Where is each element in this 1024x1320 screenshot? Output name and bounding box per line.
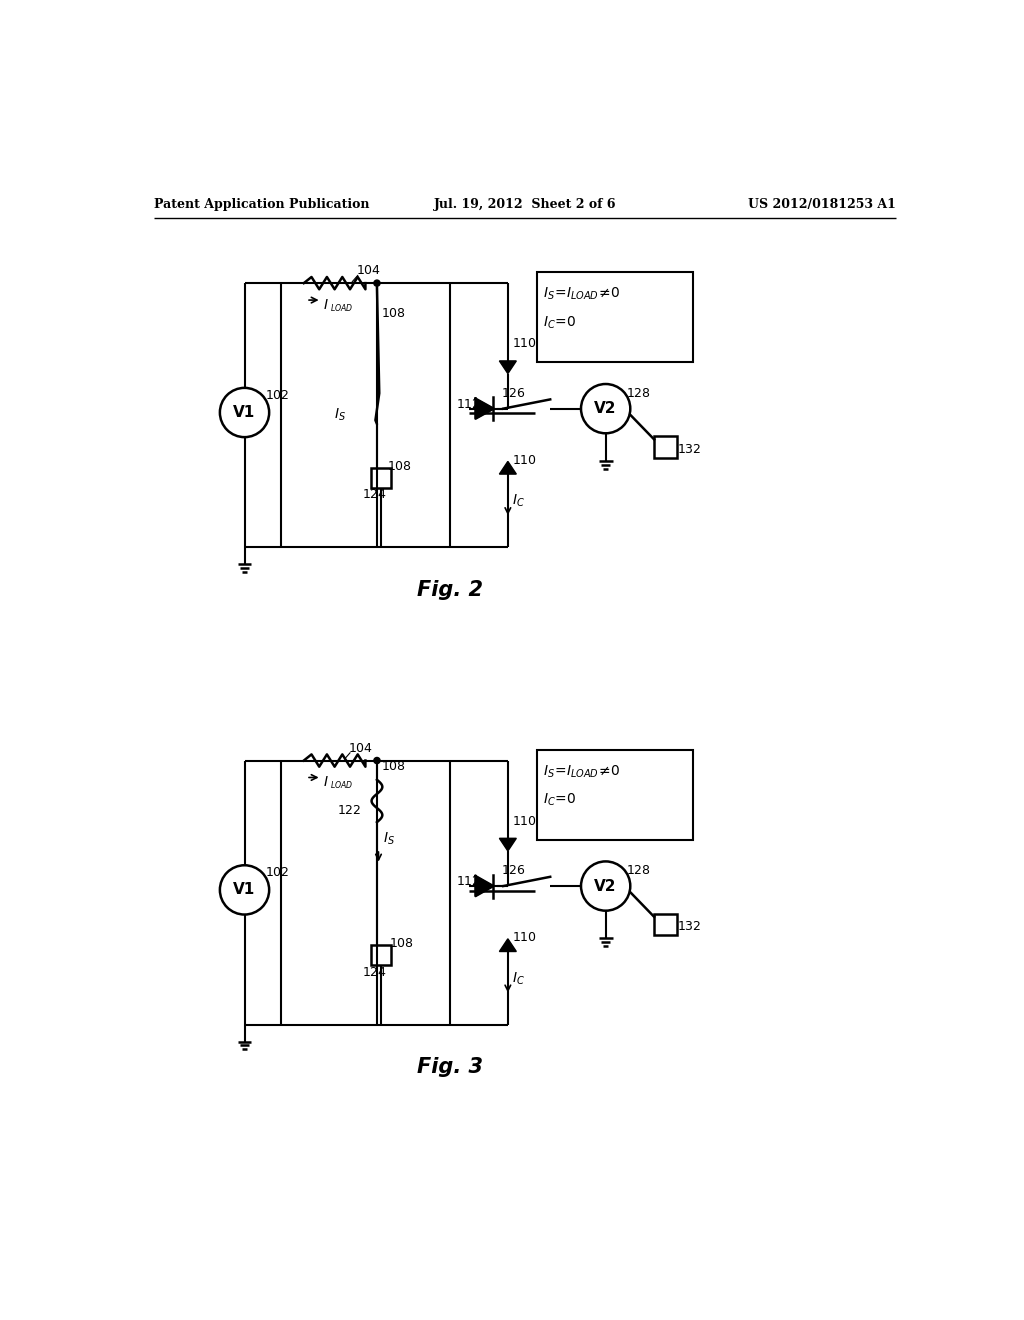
Polygon shape [500,462,516,474]
Polygon shape [475,399,494,418]
Text: $\mathit{I_S}$: $\mathit{I_S}$ [334,407,346,422]
Text: $\mathit{I}$: $\mathit{I}$ [323,298,329,312]
Text: $\mathit{_{LOAD}}$: $\mathit{_{LOAD}}$ [330,302,353,314]
Text: $\mathit{108}$: $\mathit{108}$ [381,308,406,321]
Text: Fig. 3: Fig. 3 [417,1057,483,1077]
Text: $\mathit{I_C\!=\!0}$: $\mathit{I_C\!=\!0}$ [544,314,577,330]
Text: US 2012/0181253 A1: US 2012/0181253 A1 [749,198,896,211]
Bar [538,750,692,840]
Text: $\mathit{I_C\!=\!0}$: $\mathit{I_C\!=\!0}$ [544,792,577,808]
Text: $\mathit{104}$: $\mathit{104}$ [348,742,374,755]
Bar [538,272,692,363]
Text: $\mathit{102}$: $\mathit{102}$ [264,389,289,403]
Text: V2: V2 [594,879,616,894]
Text: $\mathit{132}$: $\mathit{132}$ [677,444,701,455]
Text: $\mathit{126}$: $\mathit{126}$ [501,387,526,400]
Text: $\mathit{110}$: $\mathit{110}$ [512,931,537,944]
Polygon shape [500,360,516,374]
Text: $\mathit{110}$: $\mathit{110}$ [512,338,537,351]
Text: $\mathit{128}$: $\mathit{128}$ [626,865,650,878]
Text: $\mathit{110}$: $\mathit{110}$ [512,454,537,467]
Text: Jul. 19, 2012  Sheet 2 of 6: Jul. 19, 2012 Sheet 2 of 6 [433,198,616,211]
Text: V1: V1 [233,882,256,898]
Text: Fig. 2: Fig. 2 [417,579,483,599]
Text: $\mathit{108}$: $\mathit{108}$ [387,459,412,473]
Text: $\mathit{104}$: $\mathit{104}$ [356,264,381,277]
Text: V1: V1 [233,405,256,420]
Text: $\mathit{I_S\!=\!I_{LOAD}\!\neq\!0}$: $\mathit{I_S\!=\!I_{LOAD}\!\neq\!0}$ [544,763,621,780]
Text: $\mathit{122}$: $\mathit{122}$ [337,804,361,817]
Text: $\mathit{I_C}$: $\mathit{I_C}$ [512,970,525,986]
Text: $\mathit{I_S\!=\!I_{LOAD}\!\neq\!0}$: $\mathit{I_S\!=\!I_{LOAD}\!\neq\!0}$ [544,285,621,302]
Text: $\mathit{112}$: $\mathit{112}$ [456,875,480,888]
Text: $\mathit{128}$: $\mathit{128}$ [626,387,650,400]
Text: $\mathit{108}$: $\mathit{108}$ [381,760,406,774]
Text: $\mathit{108}$: $\mathit{108}$ [388,937,414,950]
Polygon shape [500,939,516,952]
Text: $\mathit{124}$: $\mathit{124}$ [361,488,387,502]
Bar [654,437,677,458]
Polygon shape [475,876,494,896]
Bar [654,913,677,936]
Text: $\mathit{I}$: $\mathit{I}$ [323,775,329,789]
Text: $\mathit{124}$: $\mathit{124}$ [361,966,387,979]
Bar [371,945,391,965]
Bar [371,469,391,488]
Text: V2: V2 [594,401,616,416]
Circle shape [374,280,380,286]
Text: $\mathit{102}$: $\mathit{102}$ [264,866,289,879]
Polygon shape [500,838,516,851]
Text: Patent Application Publication: Patent Application Publication [154,198,370,211]
Text: $\mathit{_{LOAD}}$: $\mathit{_{LOAD}}$ [330,780,353,792]
Text: $\mathit{132}$: $\mathit{132}$ [677,920,701,933]
Text: $\mathit{126}$: $\mathit{126}$ [501,865,526,878]
Text: $\mathit{110}$: $\mathit{110}$ [512,814,537,828]
Text: $\mathit{I_S}$: $\mathit{I_S}$ [383,830,395,847]
Text: $\mathit{112}$: $\mathit{112}$ [456,397,480,411]
Circle shape [374,758,380,763]
Text: $\mathit{I_C}$: $\mathit{I_C}$ [512,492,525,510]
